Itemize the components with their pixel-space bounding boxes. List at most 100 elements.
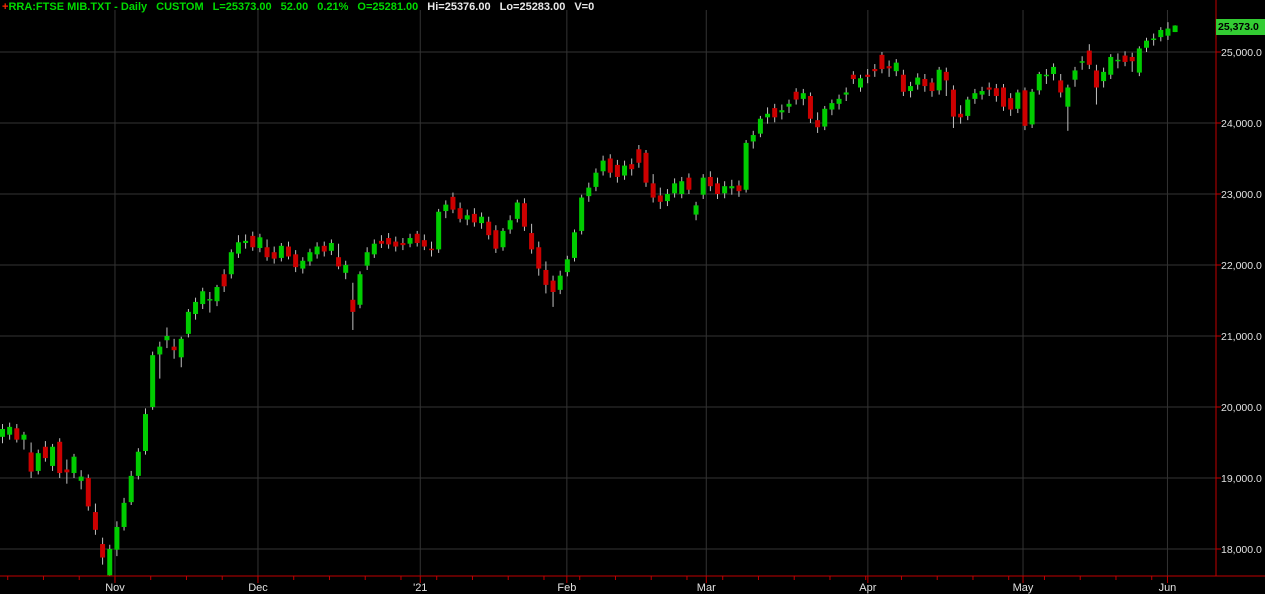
candle <box>500 230 506 248</box>
candle <box>664 194 670 202</box>
candle <box>400 242 406 246</box>
candle <box>650 183 656 198</box>
candle <box>593 172 599 187</box>
candle <box>228 252 234 275</box>
gridlines <box>0 51 1216 550</box>
candle <box>572 232 577 258</box>
candle <box>707 176 713 187</box>
candle <box>672 183 678 194</box>
candle <box>171 346 177 351</box>
candle <box>1001 87 1006 107</box>
month-label: Dec <box>248 582 268 594</box>
candle <box>57 441 63 474</box>
month-label: Mar <box>697 582 716 594</box>
candle <box>185 311 191 334</box>
volume-value: V=0 <box>574 1 595 13</box>
candle <box>1065 87 1071 107</box>
candle <box>214 287 220 302</box>
candle <box>1129 56 1135 62</box>
candle <box>614 164 620 177</box>
candle <box>1093 70 1099 88</box>
candle <box>1165 28 1171 36</box>
candle <box>92 512 98 530</box>
candle <box>986 87 992 90</box>
candle <box>643 152 649 183</box>
candle <box>686 177 692 190</box>
candle <box>564 259 570 273</box>
price-axis-label: 21,000.0 <box>1221 331 1262 343</box>
candle <box>378 240 384 244</box>
candle <box>786 103 792 107</box>
candle <box>28 452 34 472</box>
candle <box>357 274 363 305</box>
candle <box>943 71 949 81</box>
change-percent: 0.21% <box>317 1 349 13</box>
candle <box>772 108 778 118</box>
month-label: Jun <box>1159 582 1177 594</box>
candle <box>836 98 842 104</box>
candle <box>979 91 985 95</box>
candle <box>793 91 799 100</box>
candle <box>1022 90 1028 126</box>
candle <box>1115 59 1121 62</box>
candle <box>886 66 892 69</box>
candle <box>629 164 635 170</box>
month-label: Apr <box>859 582 876 594</box>
candle <box>314 246 320 255</box>
candle <box>421 240 427 247</box>
candle <box>271 252 277 259</box>
candle <box>1029 91 1035 125</box>
candle <box>858 78 863 88</box>
candle <box>1086 50 1092 65</box>
candle <box>822 108 828 127</box>
candle <box>908 86 914 92</box>
candle <box>78 476 84 481</box>
candle <box>457 208 463 219</box>
template-name: CUSTOM <box>156 1 204 13</box>
candle <box>221 274 227 287</box>
price-axis-label: 19,000.0 <box>1221 473 1262 485</box>
candle <box>1172 25 1178 33</box>
candle <box>800 93 806 99</box>
candle <box>972 93 978 99</box>
candle <box>922 78 928 87</box>
price-axis-label: 18,000.0 <box>1221 544 1262 556</box>
candle <box>514 202 520 219</box>
candle <box>1072 70 1078 80</box>
candle <box>50 446 56 466</box>
candle <box>21 434 27 440</box>
month-label: Nov <box>105 582 125 594</box>
candle <box>429 248 434 251</box>
price-axis-label: 23,000.0 <box>1221 189 1262 201</box>
candle <box>128 475 134 503</box>
candle <box>1101 71 1107 82</box>
candle <box>722 186 728 194</box>
candle <box>1122 55 1128 62</box>
candle <box>872 69 878 72</box>
price-axis-label: 22,000.0 <box>1221 260 1262 272</box>
candle <box>915 77 921 85</box>
candle <box>958 113 964 118</box>
last-value: L=25373.00 <box>212 1 272 13</box>
candle <box>929 82 935 92</box>
candle <box>35 453 41 471</box>
candle <box>486 221 492 236</box>
candle <box>521 203 527 227</box>
candle <box>471 213 477 223</box>
candle <box>865 74 871 77</box>
candle <box>235 242 241 254</box>
candle <box>364 252 370 266</box>
candle <box>1058 80 1064 93</box>
candle <box>350 299 356 312</box>
candle <box>121 502 127 527</box>
candle <box>586 187 592 197</box>
candle <box>529 233 535 250</box>
candle <box>443 204 449 212</box>
candle <box>750 135 756 142</box>
last-price-badge: 25,373.0 <box>1216 19 1265 35</box>
candle <box>936 69 942 91</box>
change-value: 52.00 <box>280 1 309 13</box>
candle <box>1036 74 1042 91</box>
